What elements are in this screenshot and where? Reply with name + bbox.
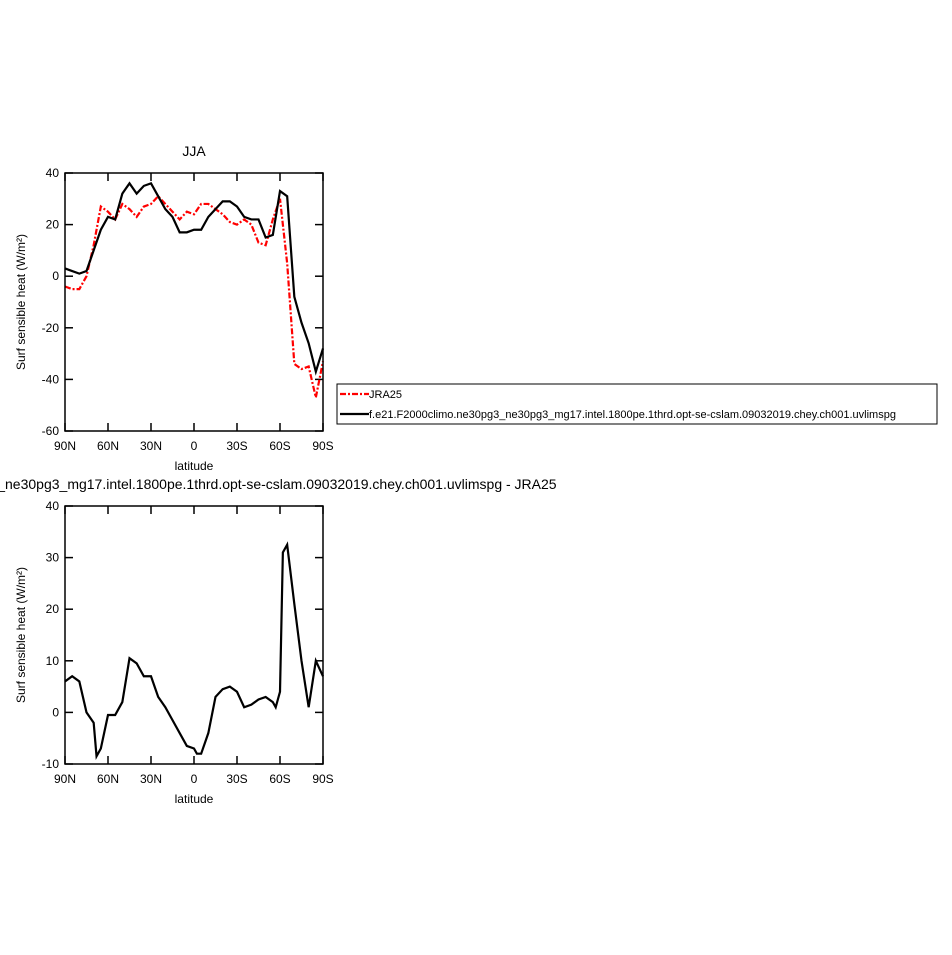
data-line <box>64 194 325 398</box>
y-tick-label: -60 <box>42 424 60 438</box>
x-axis-label: latitude <box>175 459 214 473</box>
y-axis-label: Surf sensible heat (W/m²) <box>14 567 28 703</box>
legend-label: JRA25 <box>369 389 402 401</box>
legend-label: f.e21.F2000climo.ne30pg3_ne30pg3_mg17.in… <box>369 409 896 421</box>
x-tick-label: 30N <box>140 439 162 453</box>
x-tick-label: 60N <box>97 772 119 786</box>
x-tick-label: 60N <box>97 439 119 453</box>
x-tick-label: 60S <box>269 772 290 786</box>
y-tick-label: -20 <box>42 321 60 335</box>
x-tick-label: 90N <box>54 439 76 453</box>
x-tick-label: 30N <box>140 772 162 786</box>
plot-frame <box>64 172 324 432</box>
y-tick-label: -10 <box>42 757 60 771</box>
x-tick-label: 0 <box>191 772 198 786</box>
x-tick-label: 60S <box>269 439 290 453</box>
chart-title: f.e21.F2000climo.ne30pg3_ne30pg3_mg17.in… <box>0 476 557 492</box>
y-axis-label: Surf sensible heat (W/m²) <box>14 234 28 370</box>
data-line <box>64 541 324 760</box>
y-tick-label: 40 <box>46 166 60 180</box>
y-tick-label: 30 <box>46 551 60 565</box>
x-tick-label: 0 <box>191 439 198 453</box>
data-line <box>64 181 325 376</box>
y-tick-label: 40 <box>46 499 60 513</box>
x-tick-label: 90S <box>312 772 333 786</box>
y-tick-label: 10 <box>46 654 60 668</box>
x-tick-label: 90N <box>54 772 76 786</box>
y-tick-label: -40 <box>42 372 60 386</box>
x-axis-label: latitude <box>175 792 214 806</box>
x-tick-label: 30S <box>226 772 247 786</box>
y-tick-label: 20 <box>46 218 60 232</box>
plot-frame <box>64 505 324 765</box>
chart-title: JJA <box>182 143 206 159</box>
legend-box <box>336 383 938 425</box>
y-tick-label: 20 <box>46 602 60 616</box>
y-tick-label: 0 <box>52 269 59 283</box>
x-tick-label: 90S <box>312 439 333 453</box>
x-tick-label: 30S <box>226 439 247 453</box>
y-tick-label: 0 <box>52 705 59 719</box>
